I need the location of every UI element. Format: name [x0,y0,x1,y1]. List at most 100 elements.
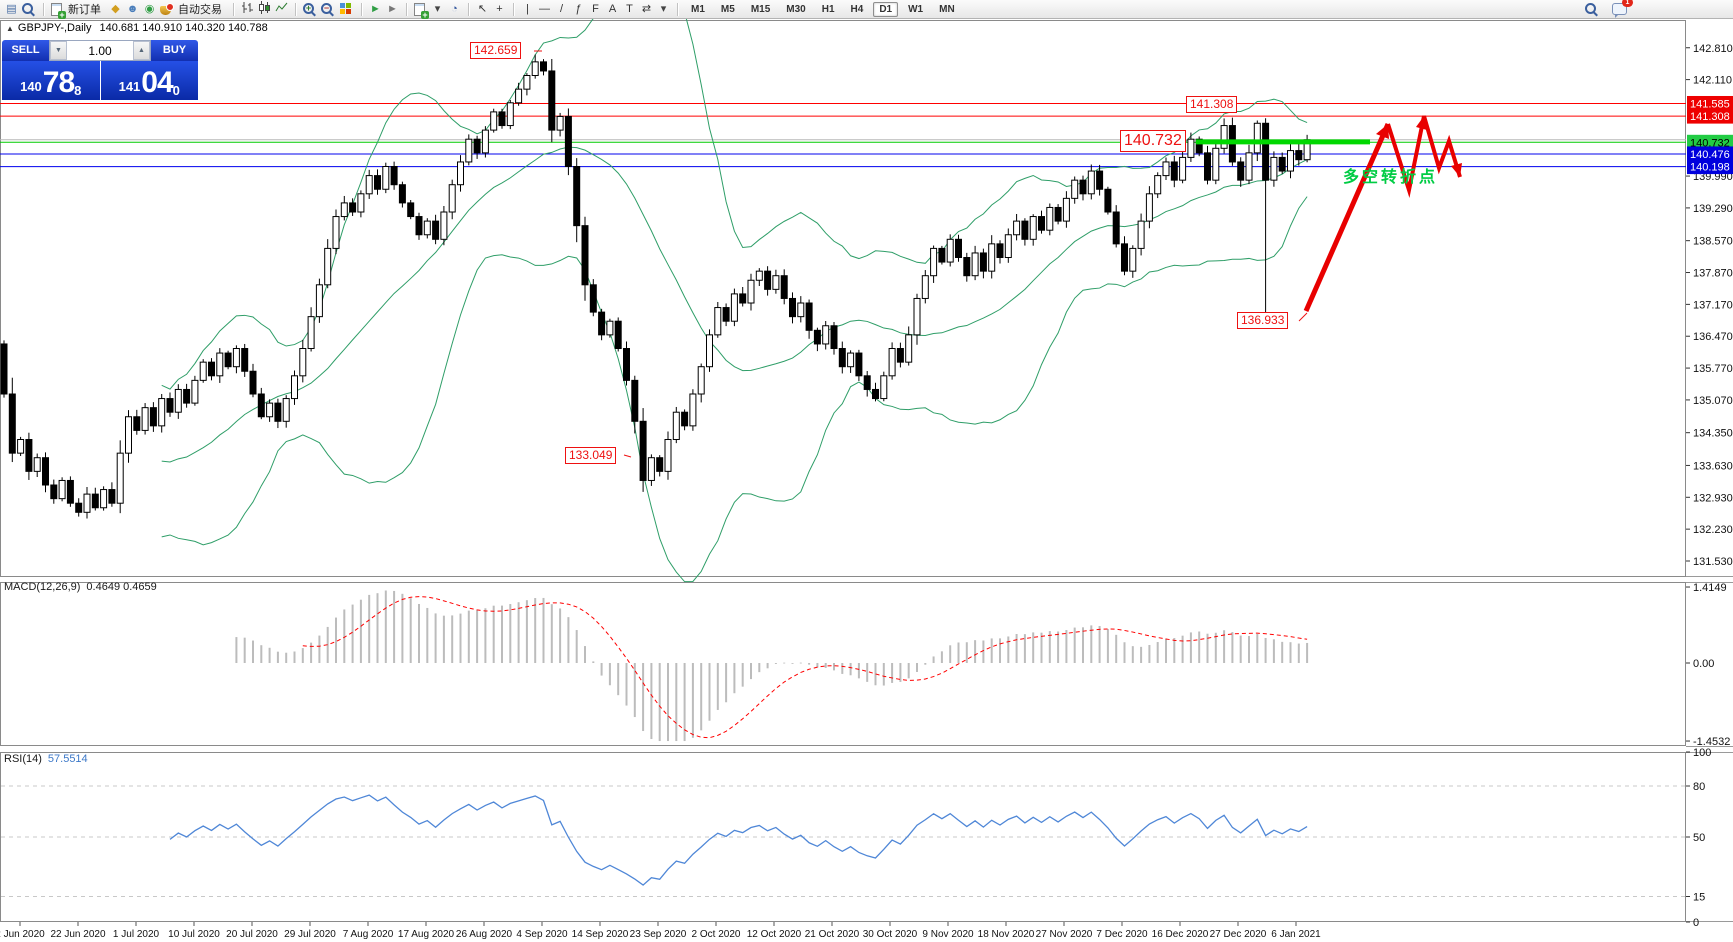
svg-text:132.230: 132.230 [1693,524,1733,536]
panel-splitter-macd[interactable] [0,576,1686,583]
fibonacci-icon[interactable]: F [592,3,599,15]
text-label-icon[interactable]: T [626,3,633,15]
line-chart-icon[interactable] [274,1,289,17]
svg-text:1 Jul 2020: 1 Jul 2020 [113,929,160,940]
svg-text:0.00: 0.00 [1693,658,1714,670]
timeframe-mn[interactable]: MN [939,3,955,15]
svg-text:23 Sep 2020: 23 Sep 2020 [630,929,687,940]
search-icon[interactable] [1585,2,1596,14]
candle-chart-icon[interactable] [257,1,272,17]
svg-text:30 Oct 2020: 30 Oct 2020 [863,929,918,940]
svg-text:-1.4532: -1.4532 [1693,736,1730,748]
svg-text:141.308: 141.308 [1690,111,1730,123]
sell-price-pips: 78 [42,66,75,99]
add-indicator-icon[interactable] [413,1,429,19]
macd-indicator-label: MACD(12,26,9) 0.4649 0.4659 [4,581,157,593]
timeframe-w1[interactable]: W1 [908,3,924,15]
price-axis: 142.810142.110139.990139.290138.570137.8… [1686,43,1733,568]
sell-price-display[interactable]: 140 78 8 [2,61,100,100]
svg-text:132.930: 132.930 [1693,492,1733,504]
new-order-button[interactable]: 新订单 [50,1,106,19]
timeframe-m5[interactable]: M5 [720,3,735,15]
period-icon[interactable]: ◔ [451,3,458,15]
svg-text:9 Nov 2020: 9 Nov 2020 [922,929,974,940]
timeframe-d1[interactable]: D1 [873,1,899,17]
svg-text:135.070: 135.070 [1693,395,1733,407]
autotrade-button[interactable]: 自动交易 [159,1,227,17]
chat-icon[interactable]: 1 [1612,0,1633,18]
macd-histogram [235,590,1309,742]
svg-text:1.4149: 1.4149 [1693,582,1727,594]
timeframe-h4[interactable]: H4 [850,3,864,15]
buy-price-display[interactable]: 141 04 0 [100,61,198,100]
svg-text:142.110: 142.110 [1693,75,1732,87]
svg-text:139.290: 139.290 [1693,203,1733,215]
indicator-list-icon[interactable]: ◆ [111,3,120,15]
svg-text:137.870: 137.870 [1693,268,1733,280]
window-icon[interactable]: ▤ [6,3,17,15]
timeframe-m15[interactable]: M15 [750,3,771,15]
toolbar-separator [295,2,296,16]
equidistant-channel-icon[interactable]: ƒ [575,3,582,15]
bar-chart-icon[interactable] [240,1,255,17]
notification-badge: 1 [1622,0,1633,7]
svg-text:138.570: 138.570 [1693,236,1733,248]
arrows-icon[interactable]: ⇄ [641,3,652,15]
svg-text:22 Jun 2020: 22 Jun 2020 [50,929,105,940]
buy-price-point: 0 [172,83,180,98]
svg-text:134.350: 134.350 [1693,428,1733,440]
signal-icon[interactable]: ◉ [144,3,155,15]
price-label-133049[interactable]: 133.049 [565,447,617,464]
arrows-dropdown-icon[interactable]: ▾ [660,3,667,15]
zoom-out-icon[interactable]: − [320,1,336,17]
cursor-icon[interactable]: ↖ [477,3,488,15]
symbol-collapse-icon[interactable]: ▲ [6,24,14,33]
timeframe-m1[interactable]: M1 [691,3,705,15]
buy-button[interactable]: BUY [151,40,198,61]
sell-button[interactable]: SELL [2,40,49,61]
panel-frames [0,20,1733,922]
price-label-141308[interactable]: 141.308 [1186,96,1238,113]
volume-input[interactable] [67,41,133,60]
svg-text:17 Aug 2020: 17 Aug 2020 [398,929,455,940]
price-label-136933[interactable]: 136.933 [1237,312,1289,329]
crosshair-icon[interactable]: + [496,3,503,15]
hline-icon[interactable]: — [539,3,550,15]
zoom-in-icon[interactable]: + [302,1,318,17]
candles [0,54,1311,519]
toolbar-separator [513,2,514,16]
timeframe-m30[interactable]: M30 [786,3,806,15]
svg-text:29 Jul 2020: 29 Jul 2020 [284,929,336,940]
panel-splitter-rsi[interactable] [0,746,1686,753]
horizontal-lines[interactable] [0,102,1686,168]
market-watch-icon[interactable]: ☻ [126,3,139,15]
timeframe-h1[interactable]: H1 [821,3,835,15]
price-label-140732[interactable]: 140.732 [1120,130,1186,152]
trend-annotations[interactable] [534,50,1462,458]
sell-price-handle: 140 [20,79,42,94]
turning-point-note[interactable]: 多空转折点 [1343,169,1439,186]
tile-windows-icon[interactable] [338,1,355,17]
svg-text:100: 100 [1693,747,1711,759]
toolbar-separator [43,2,44,16]
svg-text:14 Sep 2020: 14 Sep 2020 [572,929,629,940]
rsi-indicator-label: RSI(14) 57.5514 [4,753,88,765]
auto-scroll-icon[interactable]: ► [370,3,381,15]
text-icon[interactable]: A [608,3,617,15]
price-label-142659[interactable]: 142.659 [470,42,522,59]
chart-title: ▲ GBPJPY-,Daily 140.681 140.910 140.320 14… [6,22,268,34]
volume-decrease-button[interactable]: ▼ [50,41,67,60]
volume-increase-button[interactable]: ▲ [133,41,150,60]
svg-text:7 Dec 2020: 7 Dec 2020 [1096,929,1148,940]
toolbar-separator [406,2,407,16]
profiles-icon[interactable] [21,1,37,17]
svg-text:133.630: 133.630 [1693,460,1733,472]
trendline-icon[interactable]: / [559,3,564,15]
vline-icon[interactable]: | [526,3,529,15]
chart-shift-icon[interactable]: ► [387,3,398,15]
toolbar: ▤新订单◆☻◉自动交易+−►►▾◔↖+|—/ƒFAT⇄▾M1M5M15M30H1… [0,0,1733,19]
svg-text:140.476: 140.476 [1690,149,1730,161]
svg-text:26 Aug 2020: 26 Aug 2020 [456,929,513,940]
indicator-dropdown-icon[interactable]: ▾ [434,3,441,15]
